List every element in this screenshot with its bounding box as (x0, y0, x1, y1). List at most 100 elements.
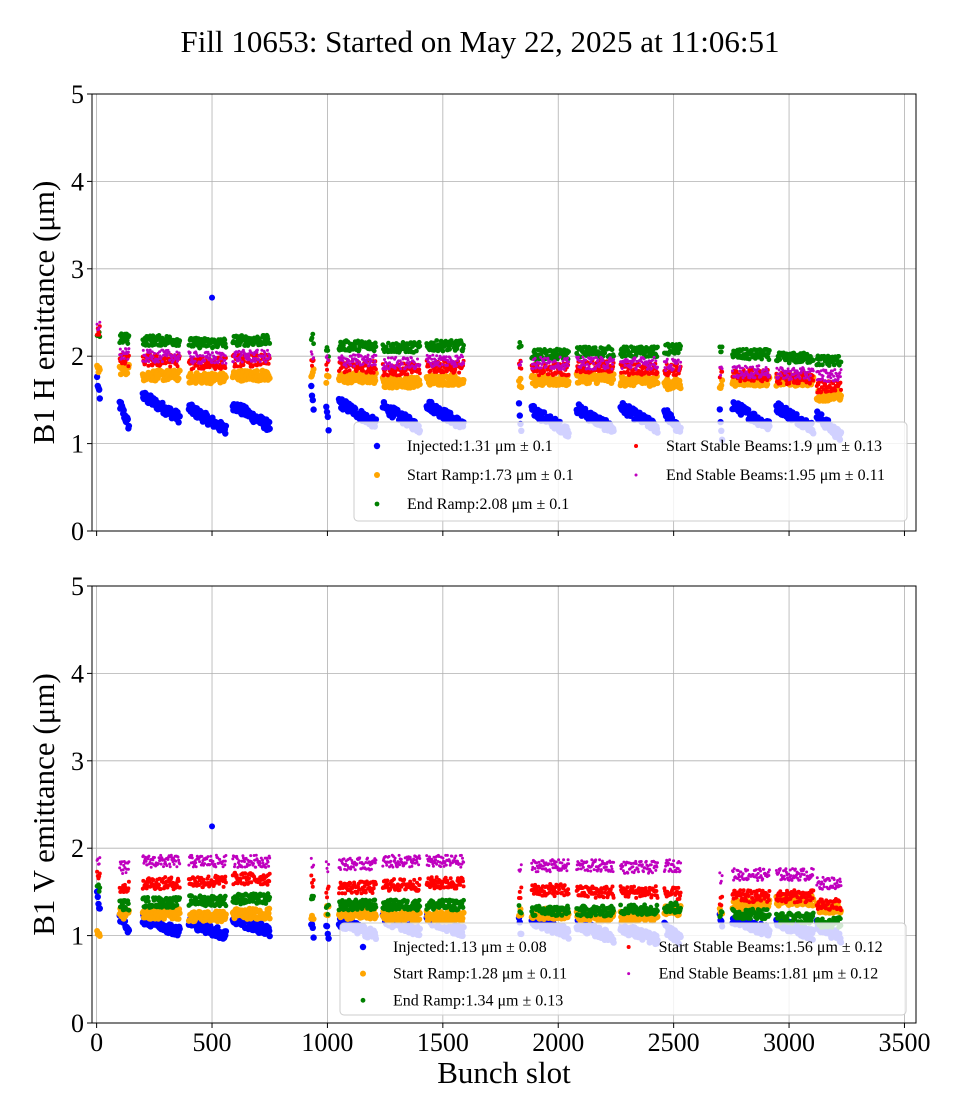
data-point (745, 406, 752, 414)
data-point (447, 346, 452, 352)
data-point (266, 425, 273, 432)
data-point (435, 405, 443, 412)
data-point (373, 344, 379, 350)
data-point (399, 367, 403, 371)
data-point (394, 355, 398, 359)
legend-label: Start Ramp:1.73 μm ± 0.1 (407, 467, 574, 484)
y-tick-label: 2 (71, 342, 84, 371)
data-point (561, 359, 565, 363)
data-point (460, 377, 467, 383)
data-point (369, 359, 373, 363)
data-point (159, 399, 166, 407)
data-point (656, 365, 659, 369)
data-point (606, 363, 609, 367)
data-point (655, 370, 660, 375)
data-point (515, 400, 523, 407)
data-point (811, 378, 816, 383)
data-point (96, 386, 103, 393)
data-point (258, 360, 262, 364)
data-point (428, 368, 433, 373)
data-point (361, 368, 365, 373)
data-point (412, 360, 416, 364)
data-point (147, 360, 151, 363)
data-point (383, 358, 386, 361)
data-point (310, 331, 316, 337)
data-point (612, 358, 616, 362)
y-tick-label: 1 (71, 430, 84, 459)
data-point (576, 355, 580, 359)
data-point (611, 362, 614, 366)
data-point (838, 392, 844, 399)
legend-marker (634, 444, 639, 448)
data-point (96, 366, 103, 373)
data-point (153, 351, 156, 355)
data-point (651, 358, 654, 362)
data-point (176, 359, 179, 363)
data-point (827, 379, 831, 383)
data-point (310, 352, 314, 356)
data-point (223, 344, 229, 350)
data-point (756, 367, 760, 371)
data-point (344, 364, 348, 368)
data-point (309, 396, 316, 404)
data-point (548, 360, 552, 363)
data-point (445, 363, 449, 367)
data-point (240, 360, 244, 364)
data-point (372, 377, 379, 384)
data-point (519, 363, 522, 367)
data-point (210, 351, 214, 355)
data-point (373, 359, 377, 363)
data-point (517, 375, 524, 382)
data-point (193, 359, 197, 363)
data-point (177, 338, 183, 344)
data-point (833, 368, 837, 372)
data-point (458, 356, 462, 360)
data-point (347, 359, 351, 363)
data-point (124, 347, 128, 351)
legend-marker (634, 473, 638, 477)
data-point (371, 370, 376, 375)
data-point (263, 351, 267, 355)
data-point (325, 935, 332, 942)
data-point (404, 365, 408, 369)
data-point (766, 370, 770, 374)
data-point (838, 380, 843, 385)
data-point (125, 341, 131, 346)
data-point (777, 357, 783, 362)
data-point (126, 333, 132, 339)
data-point (219, 357, 223, 361)
data-point (518, 343, 524, 349)
data-point (409, 356, 413, 360)
data-point (167, 350, 171, 354)
data-point (201, 354, 205, 358)
data-point (124, 416, 131, 423)
data-point (829, 376, 833, 380)
data-point (790, 377, 793, 381)
data-point (309, 924, 316, 931)
data-point (371, 348, 377, 354)
data-point (762, 368, 766, 372)
data-point (434, 358, 438, 362)
data-point (189, 355, 193, 358)
data-point (719, 344, 725, 350)
data-point (620, 367, 624, 370)
data-point (431, 353, 435, 357)
data-point (718, 382, 725, 389)
data-point (839, 368, 843, 372)
data-point (777, 375, 781, 379)
data-point (719, 373, 723, 377)
data-point (818, 411, 825, 418)
data-point (222, 430, 229, 437)
data-point (355, 358, 359, 362)
data-point (826, 371, 829, 375)
data-point (386, 356, 390, 360)
data-point (159, 355, 163, 359)
data-point (629, 365, 633, 369)
data-point (234, 353, 238, 357)
data-point (796, 371, 800, 375)
data-point (358, 360, 362, 364)
data-point (325, 348, 331, 353)
data-point (325, 367, 329, 372)
data-point (175, 364, 180, 369)
data-point (669, 363, 673, 367)
